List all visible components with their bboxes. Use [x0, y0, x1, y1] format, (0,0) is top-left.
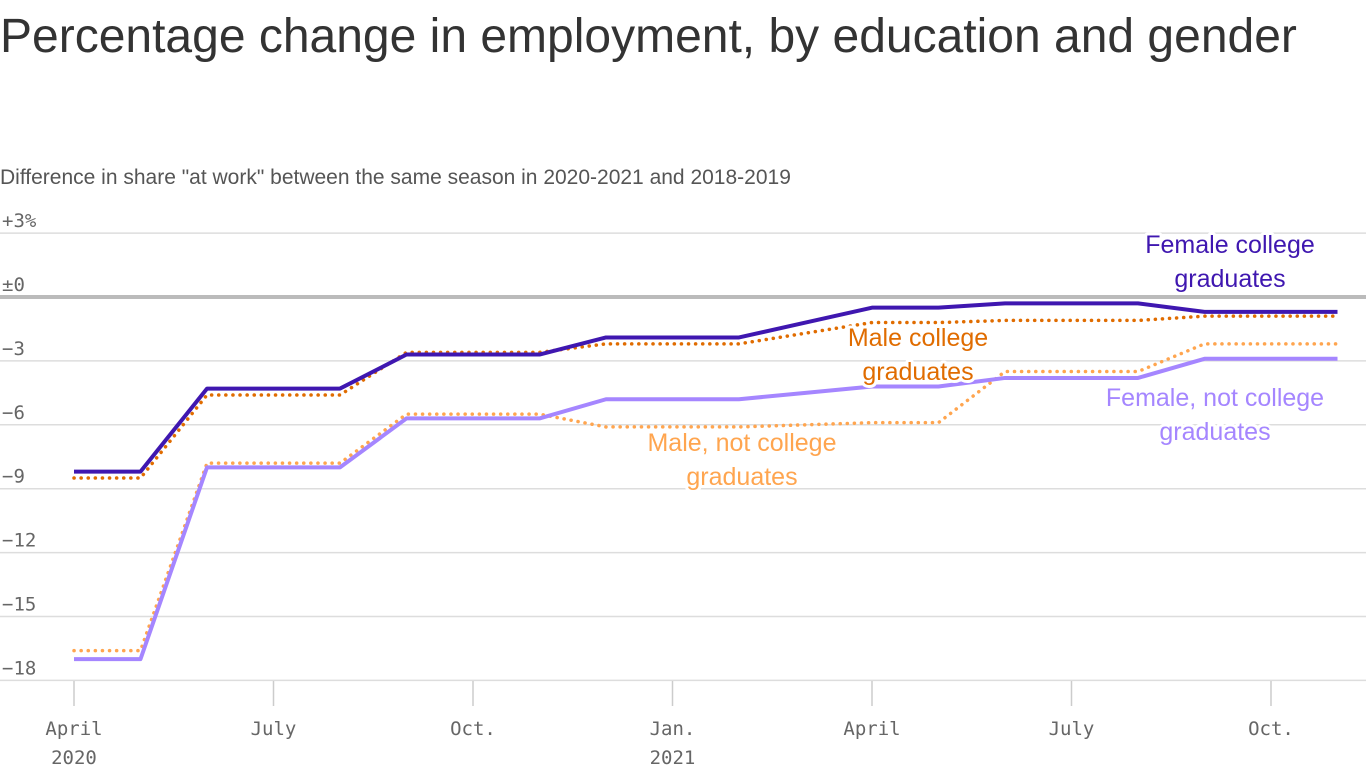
x-tick-label: Oct. — [1248, 718, 1294, 740]
x-tick-label: Jan. — [650, 718, 696, 740]
y-tick-label: −6 — [2, 402, 25, 424]
series-label: Male college — [848, 324, 988, 352]
x-tick-label: July — [251, 718, 297, 740]
x-tick-label: Oct. — [450, 718, 496, 740]
y-tick-label: −18 — [2, 657, 36, 679]
x-tick-label: April — [843, 718, 900, 740]
series-line-0 — [72, 342, 1340, 653]
y-tick-label: ±0 — [2, 274, 25, 296]
x-tick-label: April — [45, 718, 102, 740]
chart-subtitle: Difference in share "at work" between th… — [0, 166, 791, 189]
series-label: graduates — [686, 463, 797, 491]
y-tick-label: +3% — [2, 210, 37, 232]
x-tick-label: July — [1049, 718, 1095, 740]
series-line-3 — [74, 301, 1338, 474]
series-label: graduates — [1159, 418, 1270, 446]
x-tick-year: 2021 — [650, 747, 696, 768]
y-tick-label: −3 — [2, 338, 25, 360]
series-label: Female, not college — [1106, 384, 1324, 412]
series-label: Female college — [1145, 231, 1315, 259]
series-label: Male, not college — [647, 429, 836, 457]
chart-title: Percentage change in employment, by educ… — [0, 10, 1297, 63]
y-tick-label: −12 — [2, 530, 36, 552]
series-label: graduates — [862, 358, 973, 386]
series-label: graduates — [1174, 265, 1285, 293]
series-line-2 — [72, 314, 1340, 480]
x-tick-year: 2020 — [51, 747, 97, 768]
series-line-1 — [74, 356, 1338, 662]
y-tick-label: −15 — [2, 594, 36, 616]
y-tick-label: −9 — [2, 466, 25, 488]
